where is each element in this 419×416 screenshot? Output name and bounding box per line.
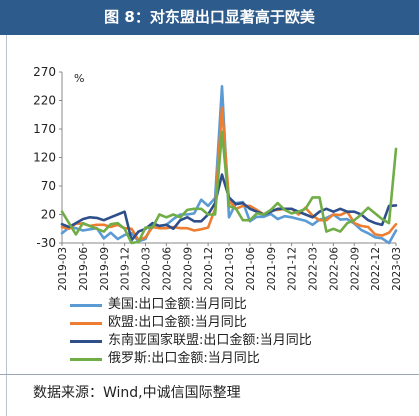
legend-swatch-asean (70, 340, 102, 343)
x-tick-label: 2023-03 (391, 247, 403, 291)
x-tick-label: 2022-12 (370, 247, 382, 291)
x-tick-label: 2022-03 (308, 247, 320, 291)
x-tick-label: 2022-06 (328, 247, 340, 291)
x-tick-label: 2019-06 (78, 247, 90, 291)
x-tick-label: 2020-12 (203, 247, 215, 291)
x-tick-label: 2019-12 (120, 247, 132, 291)
legend-item-russia: 俄罗斯:出口金额:当月同比 (70, 350, 410, 368)
legend-swatch-us (70, 304, 102, 307)
series-line-3 (60, 130, 398, 245)
y-tick-label: 220 (33, 94, 56, 108)
legend-label-us: 美国:出口金额:当月同比 (108, 297, 247, 312)
legend-swatch-russia (70, 358, 102, 361)
legend-label-eu: 欧盟:出口金额:当月同比 (108, 315, 247, 330)
x-tick-label: 2022-09 (349, 247, 361, 291)
y-tick-label: 270 (33, 65, 56, 79)
x-tick-label: 2021-06 (245, 247, 257, 291)
legend-item-asean: 东南亚国家联盟:出口金额:当月同比 (70, 332, 410, 350)
legend-item-us: 美国:出口金额:当月同比 (70, 296, 410, 314)
y-tick-label: 170 (33, 122, 56, 136)
left-border-rule (6, 35, 7, 416)
legend-label-russia: 俄罗斯:出口金额:当月同比 (108, 351, 260, 366)
legend-swatch-eu (70, 322, 102, 325)
chart-area: 270 220 170 120 70 20 -30% 2019-03 2019-06 2019-0… (0, 40, 419, 345)
legend-label-asean: 东南亚国家联盟:出口金额:当月同比 (108, 333, 312, 348)
series-line-0 (60, 84, 398, 245)
x-tick-label: 2019-03 (57, 247, 69, 291)
source-note: 数据来源：Wind,中诚信国际整理 (33, 385, 241, 401)
x-tick-label: 2019-09 (99, 247, 111, 291)
x-tick-label: 2021-12 (287, 247, 299, 291)
y-tick-label: 20 (41, 208, 56, 222)
source-divider (0, 374, 419, 375)
figure-title: 图 8：对东盟出口显著高于欧美 (104, 8, 315, 26)
chart-legend: 美国:出口金额:当月同比 欧盟:出口金额:当月同比 东南亚国家联盟:出口金额:当… (70, 296, 410, 368)
unit-label: % (74, 72, 84, 85)
x-tick-label: 2020-03 (141, 247, 153, 291)
x-tick-label: 2020-06 (161, 247, 173, 291)
title-bar: 图 8：对东盟出口显著高于欧美 (0, 0, 419, 35)
x-tick-label: 2021-09 (266, 247, 278, 291)
y-tick-label: 120 (33, 151, 56, 165)
x-tick-label: 2021-03 (224, 247, 236, 291)
x-tick-label: 2020-09 (182, 247, 194, 291)
legend-item-eu: 欧盟:出口金额:当月同比 (70, 314, 410, 332)
y-tick-label: -30 (36, 236, 56, 250)
line-chart: 270 220 170 120 70 20 -30% 2019-03 2019-06 2019-0… (33, 65, 403, 291)
y-tick-label: 70 (41, 179, 56, 193)
